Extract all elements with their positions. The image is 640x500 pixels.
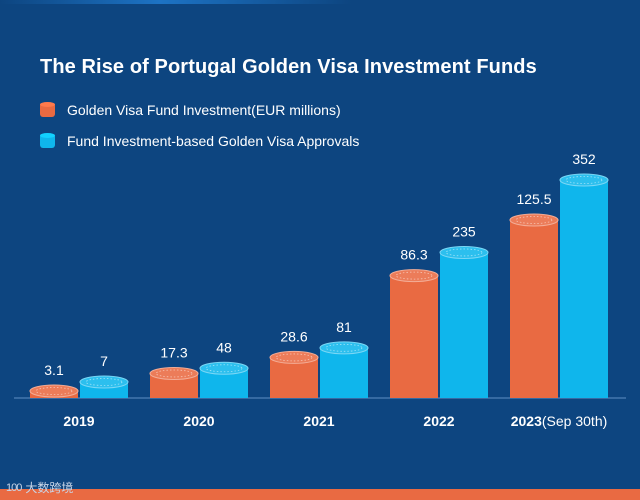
legend-label-approvals: Fund Investment-based Golden Visa Approv…	[67, 133, 360, 149]
watermark-text: 大数跨境	[25, 481, 74, 495]
value-label-approvals-2022: 235	[452, 223, 476, 239]
bar-top-investment-2023	[509, 213, 559, 227]
value-label-approvals-2020: 48	[216, 339, 232, 355]
value-label-investment-2020: 17.3	[160, 344, 187, 360]
category-label-2023: 2023(Sep 30th)	[511, 413, 608, 429]
bar-rim-investment-2022	[395, 271, 433, 280]
bar-top-investment-2021	[269, 350, 319, 364]
bar-rim-approvals-2020	[205, 364, 243, 373]
bar-rim-investment-2023	[515, 216, 553, 224]
category-label-2019: 2019	[63, 413, 94, 429]
legend-label-investment: Golden Visa Fund Investment(EUR millions…	[67, 102, 341, 118]
watermark-logo: 100	[6, 481, 22, 494]
category-label-2020: 2020	[183, 413, 214, 429]
bar-rim-approvals-2022	[445, 248, 483, 257]
bar-top-approvals-2022	[439, 245, 489, 259]
legend-item-approvals: Fund Investment-based Golden Visa Approv…	[40, 132, 359, 150]
bar-top-investment-2019	[29, 384, 79, 398]
category-label-2022: 2022	[423, 413, 454, 429]
bar-rim-approvals-2023	[565, 176, 603, 184]
bar-rim-investment-2020	[155, 369, 193, 378]
value-label-investment-2022: 86.3	[400, 247, 427, 263]
value-label-investment-2023: 125.5	[516, 191, 551, 207]
bar-rim-investment-2021	[275, 353, 313, 362]
category-label-2021: 2021	[303, 413, 334, 429]
bar-approvals-2022	[440, 252, 488, 398]
legend-item-investment: Golden Visa Fund Investment(EUR millions…	[40, 101, 341, 119]
bar-investment-2021	[270, 357, 318, 398]
bar-investment-2022	[390, 275, 438, 398]
bar-approvals-2021	[320, 347, 368, 398]
bar-investment-2023	[510, 220, 558, 398]
bar-rim-investment-2019	[35, 387, 73, 395]
bar-top-approvals-2023	[559, 173, 609, 187]
bar-top-investment-2020	[149, 366, 199, 380]
chart-title: The Rise of Portugal Golden Visa Investm…	[40, 56, 537, 78]
bar-approvals-2023	[560, 180, 608, 398]
value-label-investment-2019: 3.1	[44, 362, 64, 378]
value-label-approvals-2019: 7	[100, 353, 108, 369]
bar-top-investment-2022	[389, 269, 439, 283]
bar-top-approvals-2021	[319, 341, 369, 355]
value-label-approvals-2021: 81	[336, 319, 352, 335]
top-accent-bar	[0, 0, 640, 4]
bottom-accent-bar	[0, 489, 640, 500]
value-label-approvals-2023: 352	[572, 151, 596, 167]
bar-rim-approvals-2019	[85, 378, 123, 386]
watermark: 100 大数跨境	[6, 479, 73, 496]
bar-rim-approvals-2021	[325, 343, 363, 352]
bar-top-approvals-2020	[199, 361, 249, 375]
legend-swatch-approvals	[40, 134, 55, 148]
legend-swatch-investment	[40, 103, 55, 117]
bar-top-approvals-2019	[79, 375, 129, 389]
value-label-investment-2021: 28.6	[280, 328, 307, 344]
